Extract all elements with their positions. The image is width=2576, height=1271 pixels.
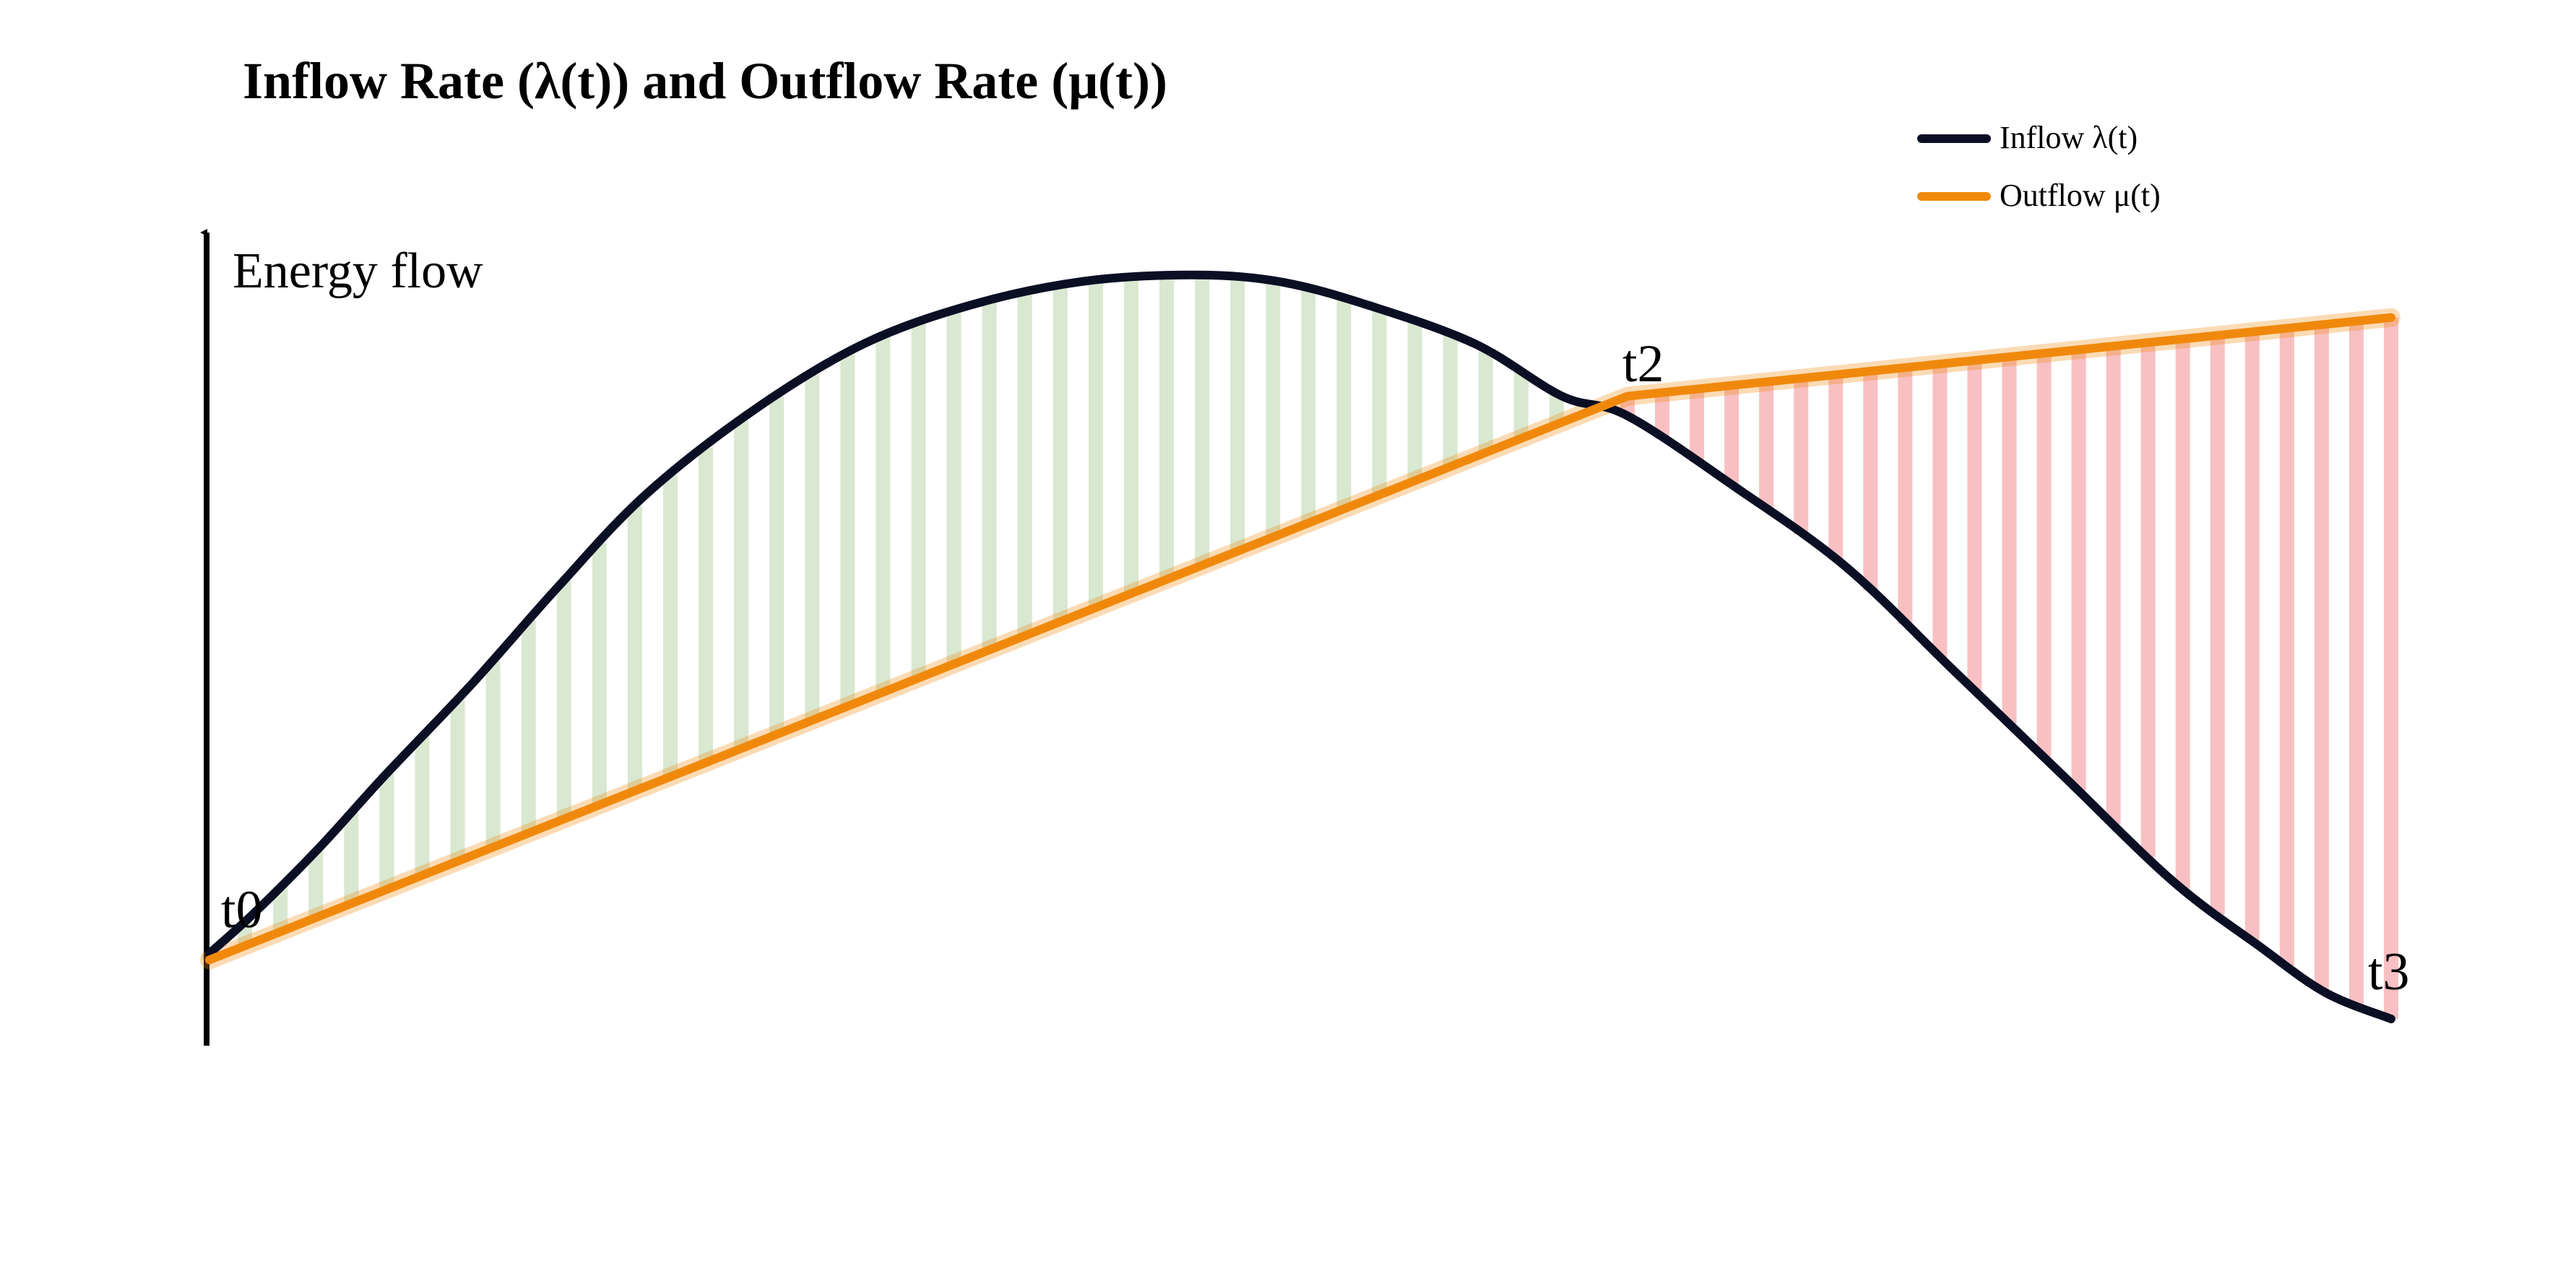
series-line-outflow-glow [200,308,2400,970]
legend: Inflow λ(t) Outflow μ(t) [1917,120,2161,213]
legend-label-inflow: Inflow λ(t) [2000,120,2138,155]
y-axis-label: Energy flow [233,243,483,299]
series-lines [200,270,2400,1023]
shaded-regions [202,275,2398,1019]
marker-t3: t3 [2368,942,2410,1002]
series-line-inflow [205,270,2395,1023]
marker-t2: t2 [1622,334,1664,394]
legend-label-outflow: Outflow μ(t) [2000,178,2161,213]
marker-t0: t0 [221,880,263,940]
series-line-outflow [205,313,2395,965]
chart-title: Inflow Rate (λ(t)) and Outflow Rate (μ(t… [243,52,1167,110]
